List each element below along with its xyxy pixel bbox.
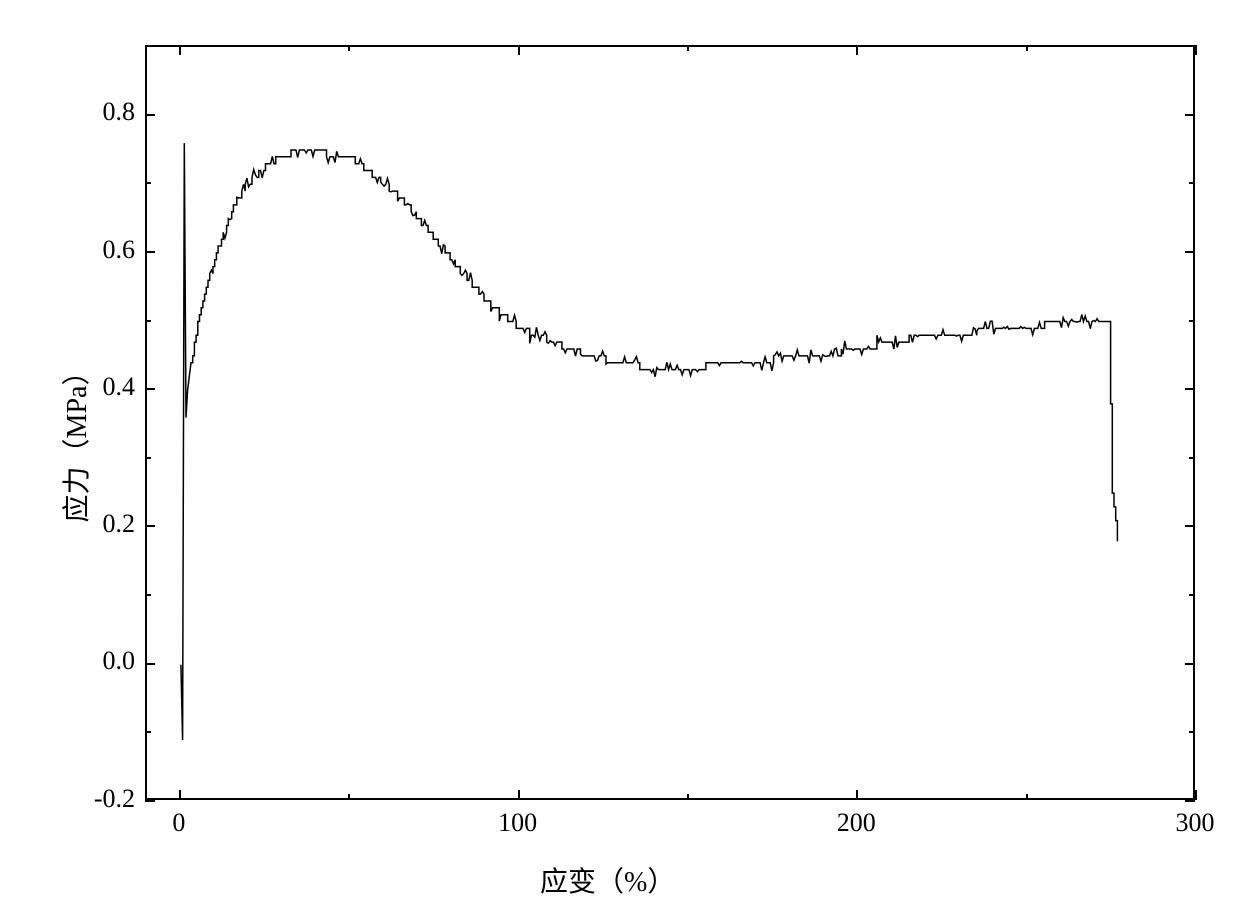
x-minor-tick [687, 794, 689, 800]
y-major-tick [145, 388, 155, 390]
x-minor-tick [1026, 794, 1028, 800]
y-tick-label: 0.6 [103, 235, 136, 265]
y-tick-label: 0.0 [103, 646, 136, 676]
x-major-tick [179, 45, 181, 55]
x-tick-label: 300 [1176, 808, 1215, 838]
y-minor-tick [145, 731, 151, 733]
y-major-tick [145, 251, 155, 253]
y-minor-tick [1189, 731, 1195, 733]
x-major-tick [518, 45, 520, 55]
y-major-tick [1185, 800, 1195, 802]
y-major-tick [145, 525, 155, 527]
x-major-tick [518, 790, 520, 800]
chart-line-svg [147, 47, 1197, 802]
y-major-tick [145, 114, 155, 116]
y-minor-tick [1189, 457, 1195, 459]
x-tick-label: 200 [837, 808, 876, 838]
x-major-tick [1195, 790, 1197, 800]
x-minor-tick [1026, 45, 1028, 51]
y-axis-label: 应力（MPa） [55, 340, 95, 540]
y-minor-tick [145, 182, 151, 184]
y-minor-tick [145, 457, 151, 459]
stress-strain-chart: 应力（MPa） 应变（%） -0.2 0.0 0.2 0.4 0.6 0.8 0 100 200… [0, 0, 1240, 903]
y-major-tick [1185, 251, 1195, 253]
y-minor-tick [145, 594, 151, 596]
y-tick-label: 0.8 [103, 97, 136, 127]
x-minor-tick [348, 45, 350, 51]
y-major-tick [145, 663, 155, 665]
y-minor-tick [1189, 594, 1195, 596]
y-major-tick [1185, 114, 1195, 116]
x-major-tick [1195, 45, 1197, 55]
y-major-tick [1185, 525, 1195, 527]
y-major-tick [1185, 388, 1195, 390]
y-major-tick [1185, 663, 1195, 665]
y-tick-label: 0.2 [103, 509, 136, 539]
y-minor-tick [145, 320, 151, 322]
data-line [181, 143, 1118, 740]
x-tick-label: 100 [498, 808, 537, 838]
x-tick-label: 0 [172, 808, 185, 838]
y-tick-label: 0.4 [103, 372, 136, 402]
plot-area [145, 45, 1195, 800]
y-major-tick [145, 800, 155, 802]
y-tick-label: -0.2 [94, 784, 135, 814]
x-minor-tick [348, 794, 350, 800]
x-major-tick [856, 45, 858, 55]
y-minor-tick [1189, 320, 1195, 322]
x-major-tick [856, 790, 858, 800]
x-axis-label: 应变（%） [540, 860, 675, 900]
y-minor-tick [1189, 182, 1195, 184]
x-minor-tick [687, 45, 689, 51]
x-major-tick [179, 790, 181, 800]
